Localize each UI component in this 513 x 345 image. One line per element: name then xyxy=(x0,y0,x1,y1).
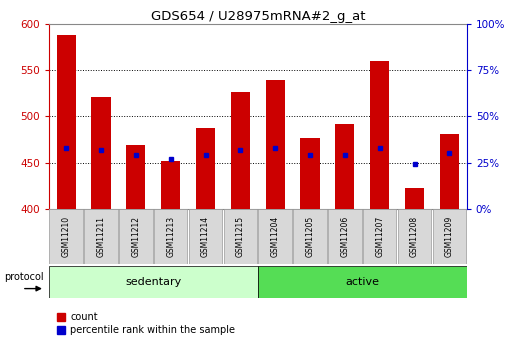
Text: GSM11210: GSM11210 xyxy=(62,216,71,257)
Bar xyxy=(91,97,111,209)
Title: GDS654 / U28975mRNA#2_g_at: GDS654 / U28975mRNA#2_g_at xyxy=(150,10,365,23)
Bar xyxy=(224,209,257,264)
Bar xyxy=(49,266,258,298)
Text: GSM11214: GSM11214 xyxy=(201,216,210,257)
Bar xyxy=(293,209,327,264)
Text: GSM11208: GSM11208 xyxy=(410,216,419,257)
Bar xyxy=(196,128,215,209)
Bar xyxy=(432,209,466,264)
Bar xyxy=(336,124,354,209)
Text: GSM11213: GSM11213 xyxy=(166,216,175,257)
Text: sedentary: sedentary xyxy=(125,277,182,287)
Text: GSM11211: GSM11211 xyxy=(96,216,106,257)
Text: GSM11204: GSM11204 xyxy=(271,216,280,257)
Bar xyxy=(161,161,180,209)
Bar xyxy=(126,145,145,209)
Bar xyxy=(154,209,187,264)
Bar xyxy=(189,209,222,264)
Bar xyxy=(56,35,76,209)
Bar xyxy=(258,266,467,298)
Text: active: active xyxy=(345,277,379,287)
Text: GSM11207: GSM11207 xyxy=(375,216,384,257)
Bar xyxy=(259,209,292,264)
Bar xyxy=(328,209,362,264)
Bar xyxy=(440,134,459,209)
Text: GSM11206: GSM11206 xyxy=(341,216,349,257)
Bar xyxy=(405,188,424,209)
Bar xyxy=(398,209,431,264)
Legend: count, percentile rank within the sample: count, percentile rank within the sample xyxy=(53,308,239,339)
Text: GSM11215: GSM11215 xyxy=(236,216,245,257)
Bar xyxy=(231,91,250,209)
Bar xyxy=(84,209,117,264)
Text: GSM11209: GSM11209 xyxy=(445,216,454,257)
Text: protocol: protocol xyxy=(4,272,44,282)
Bar xyxy=(49,209,83,264)
Text: GSM11205: GSM11205 xyxy=(306,216,314,257)
Bar xyxy=(266,80,285,209)
Bar xyxy=(301,138,320,209)
Bar xyxy=(370,61,389,209)
Bar xyxy=(363,209,397,264)
Bar xyxy=(119,209,152,264)
Text: GSM11212: GSM11212 xyxy=(131,216,141,257)
